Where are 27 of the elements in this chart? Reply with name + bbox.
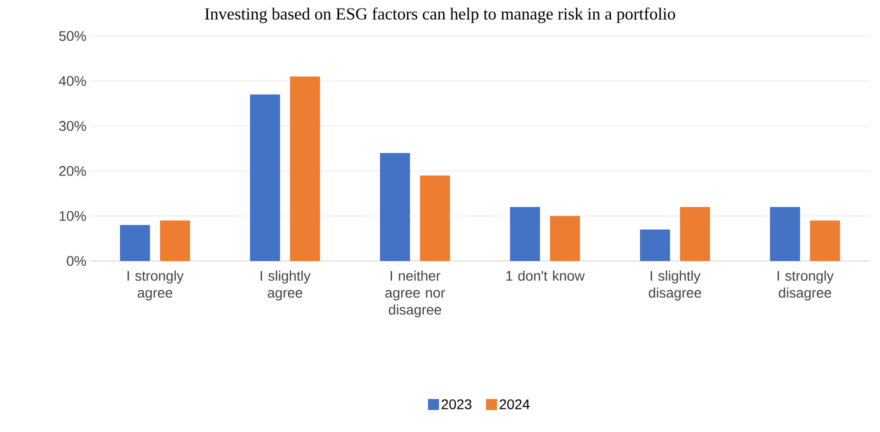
bar <box>680 207 710 261</box>
bar <box>420 176 450 261</box>
bar <box>810 220 840 261</box>
bar <box>120 225 150 261</box>
chart-title: Investing based on ESG factors can help to manage risk in a portfolio <box>204 8 676 24</box>
y-tick-label: 40% <box>58 76 86 86</box>
bar <box>250 94 280 261</box>
legend-label: 2024 <box>500 399 530 410</box>
x-tick-label: 1 don't know <box>506 270 585 281</box>
legend-label: 2023 <box>442 399 472 410</box>
x-tick-label: I strongly disagree <box>778 270 834 300</box>
bar <box>290 76 320 261</box>
y-tick-label: 20% <box>59 166 86 176</box>
x-tick-label: I neither agree nor disagree <box>385 270 446 318</box>
x-tick-label: I slightly agree <box>260 270 311 300</box>
y-tick-label: 50% <box>59 31 86 41</box>
y-tick-label: 10% <box>60 211 86 221</box>
bar <box>380 153 410 261</box>
bar <box>510 207 540 261</box>
x-tick-label: I strongly agree <box>128 270 184 300</box>
bar <box>550 216 580 261</box>
x-tick-label: I slightly disagree <box>648 270 702 300</box>
y-tick-label: 0% <box>66 256 86 266</box>
bar <box>160 220 190 261</box>
bar <box>770 207 800 261</box>
y-tick-label: 30% <box>59 121 86 131</box>
bar <box>640 230 670 261</box>
